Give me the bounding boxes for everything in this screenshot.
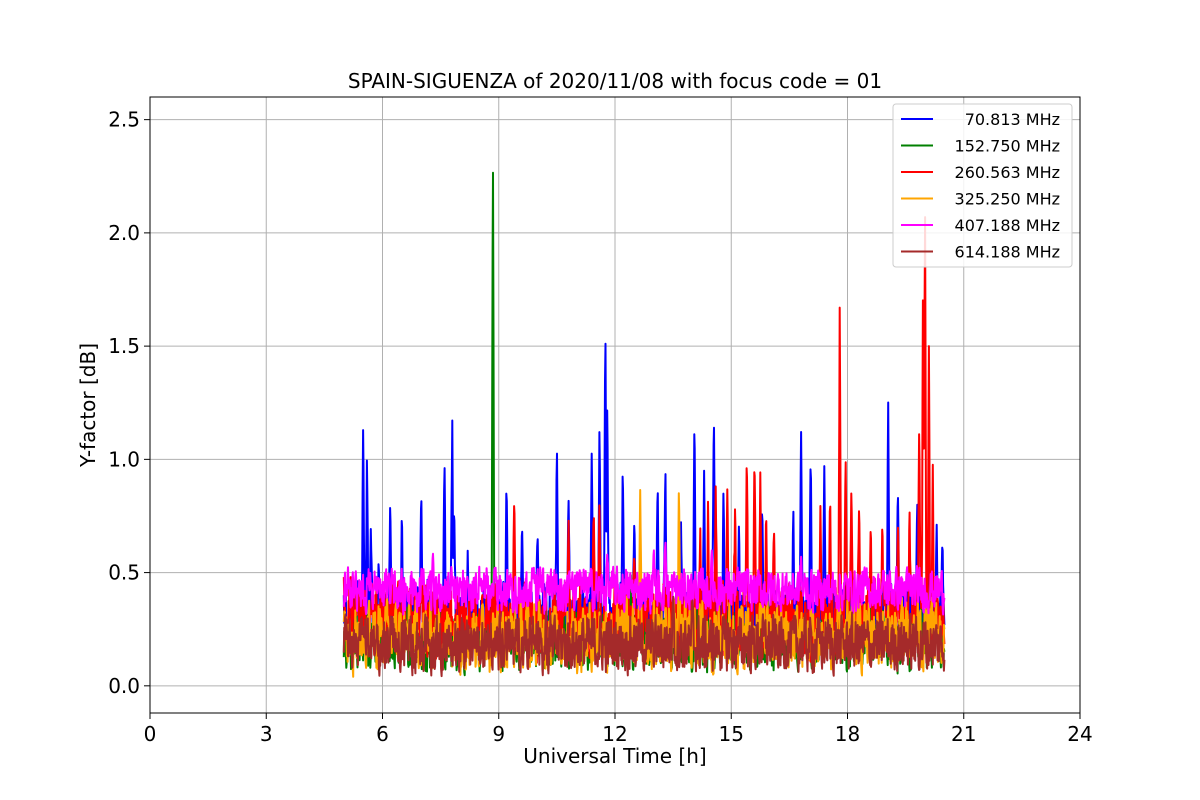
y-axis-label: Y-factor [dB] <box>76 343 100 468</box>
x-tick-label: 6 <box>376 722 389 746</box>
y-tick-label: 1.5 <box>108 334 140 358</box>
legend-entry: 325.250 MHz <box>955 190 1060 209</box>
x-tick-label: 9 <box>492 722 505 746</box>
y-tick-label: 0.0 <box>108 674 140 698</box>
x-tick-label: 0 <box>144 722 157 746</box>
y-tick-label: 1.0 <box>108 447 140 471</box>
y-tick-label: 0.5 <box>108 561 140 585</box>
legend-entry: 260.563 MHz <box>955 163 1060 182</box>
legend-entry: 407.188 MHz <box>955 216 1060 235</box>
x-tick-label: 24 <box>1067 722 1092 746</box>
x-tick-label: 15 <box>719 722 744 746</box>
legend-entry: 152.750 MHz <box>955 137 1060 156</box>
legend-entry: 70.813 MHz <box>965 110 1060 129</box>
series-line-614-188-mhz <box>342 595 946 678</box>
ticks: 0 3 6 9 12 15 18 21 24 0.0 0.5 1.0 1.5 2.0 2.5 <box>108 108 1093 746</box>
x-tick-label: 18 <box>835 722 860 746</box>
x-tick-label: 3 <box>260 722 273 746</box>
x-axis-label: Universal Time [h] <box>523 744 706 768</box>
x-tick-label: 21 <box>951 722 976 746</box>
legend-box <box>892 103 1073 268</box>
chart-title: SPAIN-SIGUENZA of 2020/11/08 with focus … <box>348 69 882 93</box>
legend: 70.813 MHz 152.750 MHz 260.563 MHz 325.250 … <box>892 103 1073 268</box>
series-line-407-188-mhz <box>342 541 946 616</box>
series-layer <box>342 171 946 678</box>
y-tick-label: 2.0 <box>108 221 140 245</box>
legend-entry: 614.188 MHz <box>955 243 1060 262</box>
y-tick-label: 2.5 <box>108 108 140 132</box>
x-tick-label: 12 <box>602 722 627 746</box>
